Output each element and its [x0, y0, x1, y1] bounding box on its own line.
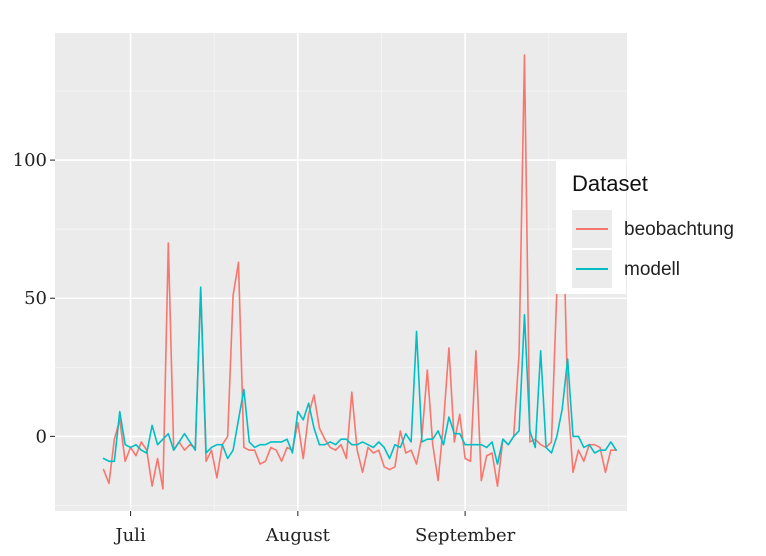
series-lines — [102, 54, 618, 490]
legend: Dataset beobachtung modell — [556, 160, 734, 294]
legend-label-modell: modell — [624, 259, 680, 280]
x-axis-tick-label: September — [415, 525, 516, 546]
y-axis-tick-label: 50 — [24, 288, 47, 309]
x-axis-tick-label: Juli — [113, 525, 146, 546]
legend-title: Dataset — [572, 171, 648, 196]
series-line-modell — [102, 286, 618, 465]
y-axis-tick-label: 0 — [36, 426, 47, 447]
x-axis-tick-label: August — [265, 525, 331, 546]
minor-gridlines — [55, 33, 627, 511]
axis-ticks — [50, 159, 466, 516]
series-line-beobachtung — [102, 54, 618, 490]
x-axis-tick-labels: Juli August September — [113, 525, 515, 546]
y-axis-tick-labels: 0 50 100 — [13, 150, 47, 447]
legend-label-beobachtung: beobachtung — [624, 219, 734, 240]
y-axis-tick-label: 100 — [13, 150, 47, 171]
